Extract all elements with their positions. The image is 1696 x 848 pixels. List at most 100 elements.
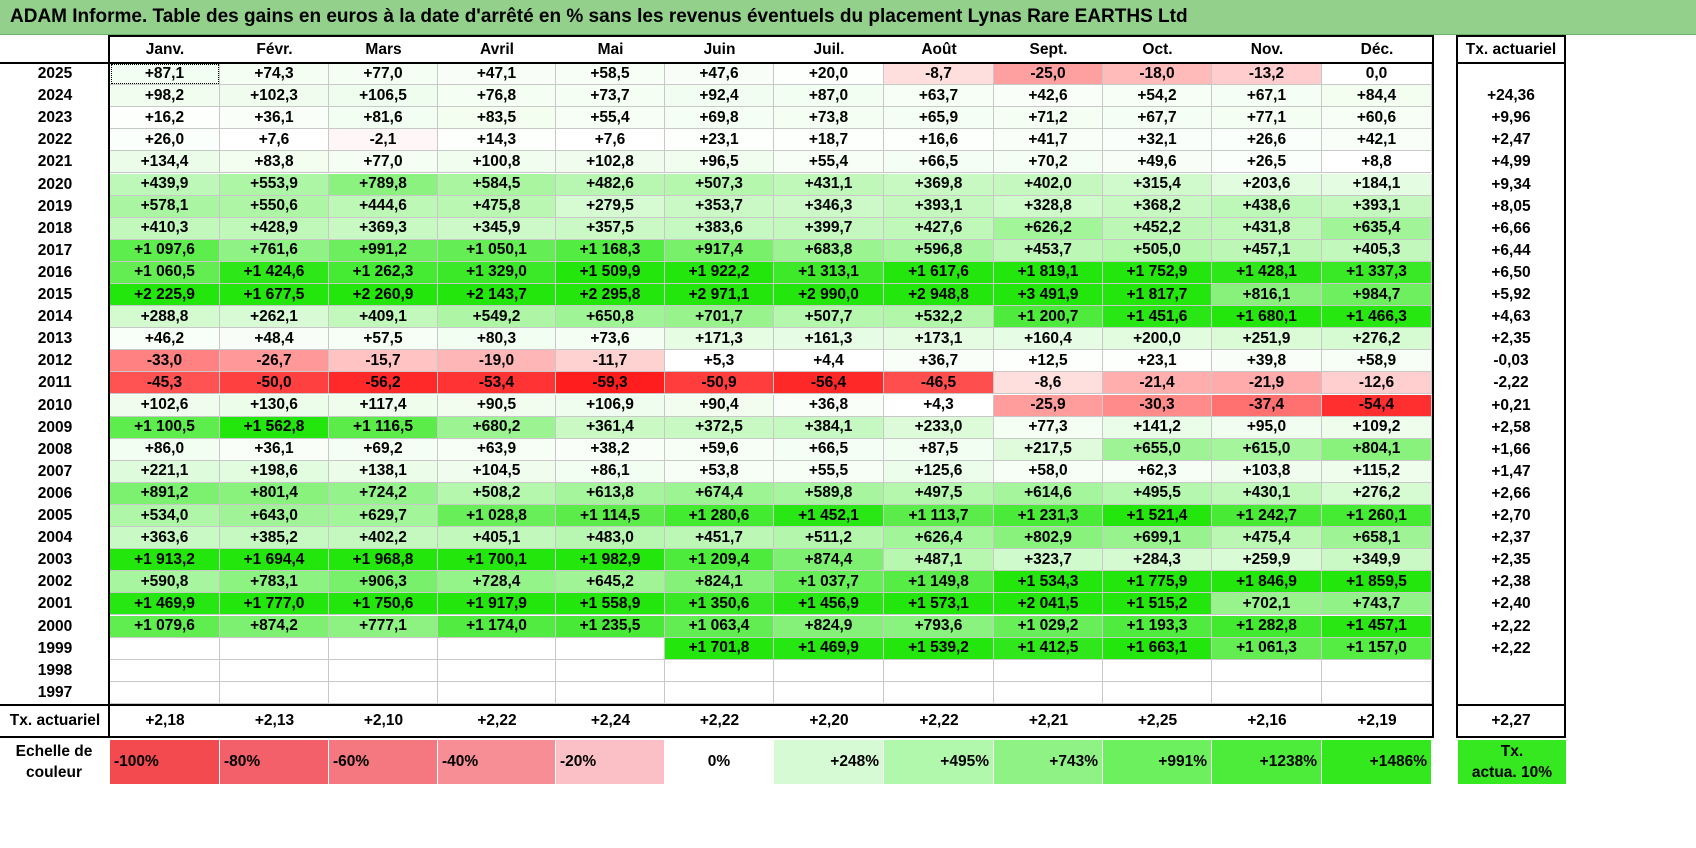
table-cell: +1 982,9 bbox=[556, 549, 665, 572]
actuarial-header: Tx. actuariel bbox=[1465, 40, 1557, 58]
actuarial-cell: +2,70 bbox=[1491, 507, 1531, 525]
actuarial-footer-rule-bottom bbox=[1456, 735, 1566, 738]
table-cell: +1 452,1 bbox=[774, 505, 884, 528]
table-cell: +47,6 bbox=[665, 63, 774, 86]
year-label: 2021 bbox=[37, 153, 73, 171]
table-cell: +596,8 bbox=[884, 239, 994, 262]
table-cell: +783,1 bbox=[220, 571, 329, 594]
table-cell: +384,1 bbox=[774, 416, 884, 439]
table-cell: -45,3 bbox=[110, 372, 220, 395]
table-cell: +495,5 bbox=[1103, 482, 1212, 505]
table-cell: +1 456,9 bbox=[774, 593, 884, 616]
table-cell: +1 752,9 bbox=[1103, 261, 1212, 284]
table-border-left bbox=[108, 35, 110, 736]
legend-step: -20% bbox=[556, 740, 665, 784]
table-cell: +125,6 bbox=[884, 460, 994, 483]
table-cell: +724,2 bbox=[329, 482, 438, 505]
table-cell: +73,6 bbox=[556, 328, 665, 351]
footer-rule-top bbox=[0, 703, 1434, 706]
table-cell: +1 917,9 bbox=[438, 593, 556, 616]
year-label: 2012 bbox=[37, 352, 73, 370]
table-cell: +1 063,4 bbox=[665, 615, 774, 638]
table-cell: +67,1 bbox=[1212, 85, 1322, 108]
table-cell: +699,1 bbox=[1103, 527, 1212, 550]
table-cell: +683,8 bbox=[774, 239, 884, 262]
table-cell: +1 209,4 bbox=[665, 549, 774, 572]
actuarial-cell: +1,66 bbox=[1491, 440, 1531, 458]
table-cell: +1 451,6 bbox=[1103, 306, 1212, 329]
table-cell bbox=[1212, 681, 1322, 704]
footer-label: Tx. actuariel bbox=[9, 711, 101, 729]
table-cell: +55,4 bbox=[556, 107, 665, 130]
table-cell: +1 037,7 bbox=[774, 571, 884, 594]
legend-step: +1238% bbox=[1212, 740, 1322, 784]
table-cell: -13,2 bbox=[1212, 63, 1322, 86]
legend-step: -40% bbox=[438, 740, 556, 784]
table-cell: +385,2 bbox=[220, 527, 329, 550]
month-header: Oct. bbox=[1142, 40, 1173, 58]
year-label: 2015 bbox=[37, 286, 73, 304]
table-cell: +1 282,8 bbox=[1212, 615, 1322, 638]
table-cell: +74,3 bbox=[220, 63, 329, 86]
table-cell: +590,8 bbox=[110, 571, 220, 594]
table-cell: +1 539,2 bbox=[884, 637, 994, 660]
table-cell: +2 295,8 bbox=[556, 284, 665, 307]
table-cell: +1 097,6 bbox=[110, 239, 220, 262]
table-cell: +508,2 bbox=[438, 482, 556, 505]
table-border-right bbox=[1432, 35, 1434, 736]
table-cell: +345,9 bbox=[438, 217, 556, 240]
table-cell: +83,8 bbox=[220, 151, 329, 174]
month-header: Janv. bbox=[145, 40, 185, 58]
table-cell: +109,2 bbox=[1322, 416, 1432, 439]
table-cell: +357,5 bbox=[556, 217, 665, 240]
actuarial-cell: +2,22 bbox=[1491, 617, 1531, 635]
year-label: 2017 bbox=[37, 241, 73, 259]
table-cell: +262,1 bbox=[220, 306, 329, 329]
table-cell: +1 174,0 bbox=[438, 615, 556, 638]
table-cell: +279,5 bbox=[556, 195, 665, 218]
table-cell: +1 777,0 bbox=[220, 593, 329, 616]
table-cell: +453,7 bbox=[994, 239, 1103, 262]
table-cell: +96,5 bbox=[665, 151, 774, 174]
actuarial-footer-rule-top bbox=[1456, 703, 1566, 706]
month-header: Août bbox=[921, 40, 957, 58]
table-cell: +102,8 bbox=[556, 151, 665, 174]
table-cell: +1 242,7 bbox=[1212, 505, 1322, 528]
table-cell: +1 060,5 bbox=[110, 261, 220, 284]
table-cell: +251,9 bbox=[1212, 328, 1322, 351]
legend-step: 0% bbox=[665, 740, 774, 784]
table-cell: +1 116,5 bbox=[329, 416, 438, 439]
legend-actuarial-line2: actua. 10% bbox=[1471, 764, 1553, 781]
year-label: 2003 bbox=[37, 551, 73, 569]
table-cell: +130,6 bbox=[220, 394, 329, 417]
table-cell: +69,8 bbox=[665, 107, 774, 130]
year-label: 2001 bbox=[37, 595, 73, 613]
table-cell: +14,3 bbox=[438, 129, 556, 152]
table-cell: +431,8 bbox=[1212, 217, 1322, 240]
table-cell bbox=[438, 681, 556, 704]
actuarial-cell: +9,96 bbox=[1491, 109, 1531, 127]
table-cell: +84,4 bbox=[1322, 85, 1432, 108]
year-label: 2010 bbox=[37, 396, 73, 414]
table-cell: +66,5 bbox=[774, 438, 884, 461]
table-cell: -25,0 bbox=[994, 63, 1103, 86]
table-cell: +66,5 bbox=[884, 151, 994, 174]
actuarial-cell bbox=[1458, 682, 1564, 704]
actuarial-cell bbox=[1458, 660, 1564, 682]
table-cell: +1 469,9 bbox=[774, 637, 884, 660]
table-cell: +1 424,6 bbox=[220, 261, 329, 284]
table-cell: +393,1 bbox=[884, 195, 994, 218]
table-cell: -33,0 bbox=[110, 350, 220, 373]
actuarial-cell: +4,99 bbox=[1491, 153, 1531, 171]
legend-step: +1486% bbox=[1322, 740, 1432, 784]
table-cell: +1 168,3 bbox=[556, 239, 665, 262]
table-cell: +346,3 bbox=[774, 195, 884, 218]
year-label: 2004 bbox=[37, 529, 73, 547]
year-label: 2009 bbox=[37, 418, 73, 436]
table-cell: +117,4 bbox=[329, 394, 438, 417]
table-cell: +658,1 bbox=[1322, 527, 1432, 550]
table-cell: -19,0 bbox=[438, 350, 556, 373]
table-cell: +1 859,5 bbox=[1322, 571, 1432, 594]
table-cell: +874,4 bbox=[774, 549, 884, 572]
footer-value: +2,16 bbox=[1247, 711, 1287, 729]
